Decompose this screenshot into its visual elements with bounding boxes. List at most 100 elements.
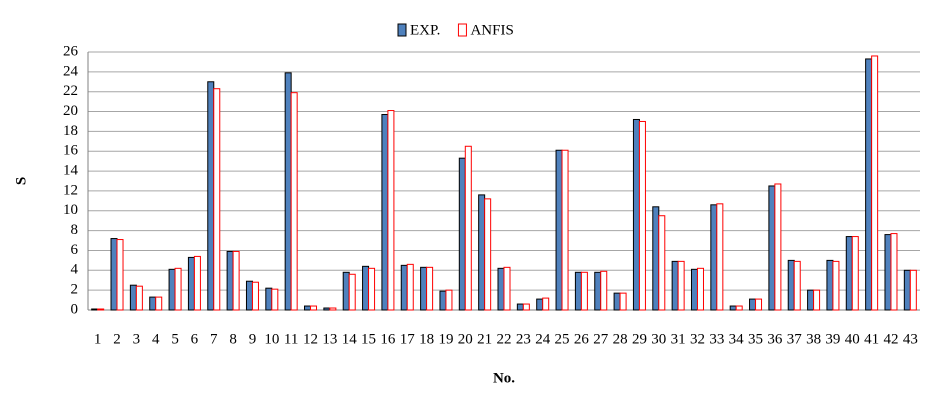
x-tick-label: 18: [419, 331, 434, 347]
bar: [245, 280, 253, 311]
bar: [406, 263, 414, 311]
bar: [91, 308, 99, 311]
bar: [845, 236, 853, 311]
bar: [851, 236, 859, 311]
x-tick-label: 37: [787, 331, 803, 347]
bar: [716, 203, 724, 311]
bar: [368, 267, 376, 311]
bar: [884, 234, 892, 311]
x-tick-label: 13: [322, 331, 337, 347]
bar: [826, 259, 834, 311]
bar: [439, 290, 447, 311]
bar: [484, 198, 492, 311]
x-tick-label: 14: [342, 331, 358, 347]
legend-swatch: [457, 23, 467, 37]
bar: [478, 194, 486, 311]
y-tick-label: 2: [71, 282, 79, 298]
x-tick-label: 24: [535, 331, 551, 347]
x-tick-label: 42: [883, 331, 898, 347]
x-tick-label: 28: [613, 331, 628, 347]
bar: [632, 118, 640, 311]
bar: [638, 120, 646, 311]
x-tick-label: 40: [845, 331, 860, 347]
bar: [774, 183, 782, 311]
bar: [420, 266, 428, 311]
bar: [729, 305, 737, 311]
bar: [735, 305, 743, 311]
x-tick-label: 34: [729, 331, 745, 347]
bar: [149, 296, 157, 311]
bar: [207, 81, 215, 311]
bar: [135, 285, 143, 311]
x-tick-label: 35: [748, 331, 763, 347]
bar: [174, 267, 182, 311]
bar: [555, 149, 563, 311]
x-tick-label: 30: [651, 331, 666, 347]
bar: [400, 264, 408, 311]
bar: [323, 307, 331, 311]
x-tick-label: 7: [210, 331, 218, 347]
bar: [768, 185, 776, 311]
bar: [116, 239, 124, 311]
x-tick-label: 11: [284, 331, 298, 347]
bar: [807, 289, 815, 311]
bar: [594, 271, 602, 311]
y-tick-label: 26: [63, 43, 79, 59]
bar: [168, 268, 176, 311]
bar: [232, 250, 240, 311]
bar: [445, 289, 453, 311]
bar: [619, 292, 627, 311]
bar: [658, 215, 666, 311]
bar: [187, 256, 195, 311]
bar: [813, 289, 821, 311]
bar: [580, 271, 588, 311]
x-tick-label: 41: [864, 331, 879, 347]
bar: [871, 55, 879, 311]
x-tick-label: 26: [574, 331, 590, 347]
bar: [290, 92, 298, 311]
y-tick-label: 0: [71, 301, 79, 317]
bar: [503, 266, 511, 311]
y-tick-label: 18: [63, 123, 78, 139]
x-tick-label: 1: [94, 331, 102, 347]
bar: [749, 298, 757, 311]
y-tick-label: 16: [63, 143, 79, 159]
x-tick-label: 16: [380, 331, 396, 347]
bar: [426, 266, 434, 311]
y-tick-label: 20: [63, 103, 78, 119]
x-tick-label: 15: [361, 331, 376, 347]
bar: [613, 292, 621, 311]
x-tick-label: 2: [113, 331, 121, 347]
bar: [574, 271, 582, 311]
x-tick-label: 29: [632, 331, 647, 347]
bar: [652, 206, 660, 311]
x-tick-label: 19: [438, 331, 453, 347]
bar: [522, 303, 530, 311]
bar: [304, 305, 312, 311]
bar: [129, 284, 137, 311]
x-tick-label: 27: [593, 331, 609, 347]
x-tick-label: 4: [152, 331, 160, 347]
x-tick-label: 10: [264, 331, 279, 347]
bar: [909, 269, 917, 311]
x-tick-label: 31: [671, 331, 686, 347]
bar: [542, 297, 550, 311]
x-tick-label: 23: [516, 331, 531, 347]
x-axis-label: No.: [493, 370, 515, 386]
bar: [793, 260, 801, 311]
bar: [342, 271, 350, 311]
legend-label: ANFIS: [470, 22, 513, 38]
legend-swatch: [397, 23, 407, 37]
bar: [755, 298, 763, 311]
bar: [903, 269, 911, 311]
x-tick-label: 20: [458, 331, 473, 347]
bar: [536, 298, 544, 311]
y-tick-label: 14: [63, 163, 79, 179]
x-tick-label: 36: [767, 331, 783, 347]
x-tick-label: 17: [400, 331, 416, 347]
bar: [193, 255, 201, 311]
x-tick-label: 32: [690, 331, 705, 347]
legend-label: EXP.: [410, 22, 440, 38]
bar: [561, 149, 569, 311]
